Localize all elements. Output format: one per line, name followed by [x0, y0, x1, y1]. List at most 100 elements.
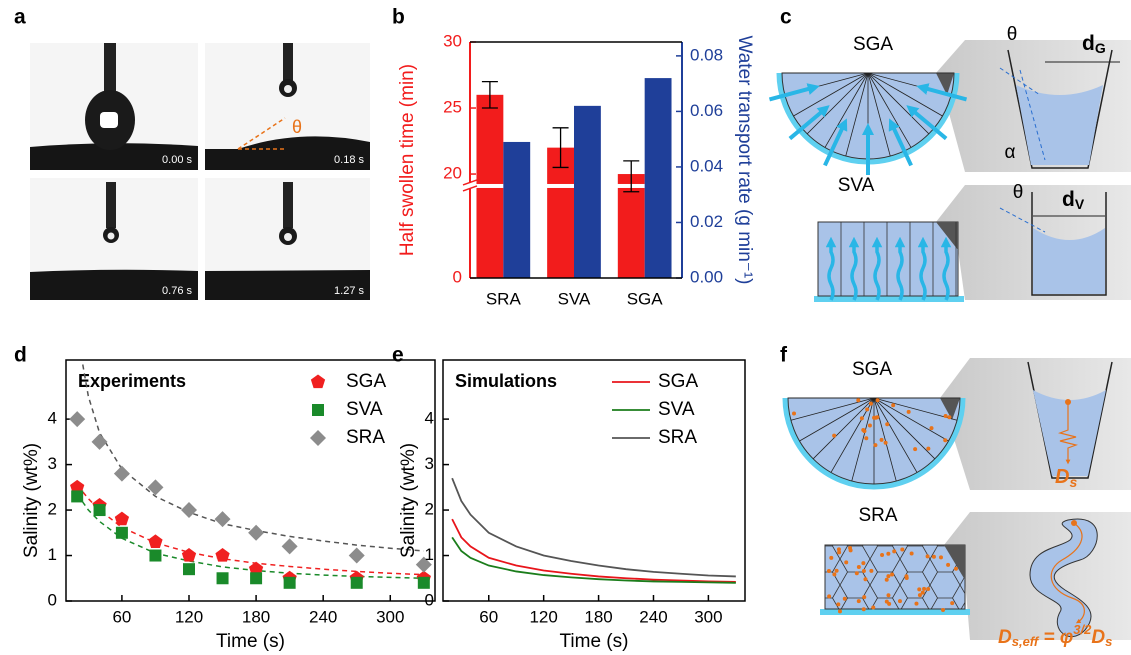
salt-particle [873, 415, 878, 420]
fiber-line [851, 397, 875, 482]
y-tick-label: 1 [425, 545, 434, 564]
legend-label: SGA [346, 371, 386, 392]
salt-particle [880, 552, 885, 557]
label-main: D [1055, 466, 1069, 488]
substrate [30, 269, 198, 300]
y-tick-label: 20 [443, 164, 462, 183]
salt-particle [836, 602, 841, 607]
salt-particle [867, 423, 872, 428]
salt-particle [856, 398, 861, 403]
y-tick-label: 0 [425, 590, 434, 609]
fiber-line [867, 72, 912, 148]
zoom-source [940, 398, 960, 420]
data-point [93, 504, 106, 517]
diffusion-path [1057, 402, 1079, 465]
salt-particle [920, 590, 925, 595]
y2-tick-label: 0.00 [690, 267, 723, 286]
data-point [415, 556, 432, 573]
x-tick-label: 180 [584, 607, 612, 626]
salt-particle [897, 599, 902, 604]
x-axis-label: Time (s) [560, 631, 629, 652]
wicking-arrow [940, 236, 952, 301]
fiber-line [799, 397, 875, 442]
legend-label: SVA [658, 399, 695, 420]
data-point [250, 572, 263, 585]
salt-particle [869, 568, 874, 573]
label-sub: s [1069, 474, 1077, 490]
data-point [91, 433, 108, 450]
y-tick-label: 30 [443, 31, 462, 50]
data-point [113, 465, 130, 482]
panel-label: c [780, 6, 792, 29]
error-bar [552, 127, 569, 169]
data-point [248, 524, 265, 541]
water [1016, 85, 1103, 165]
fit-curve [76, 484, 424, 576]
legend-marker [310, 374, 326, 389]
data-point [115, 526, 128, 539]
salt-particle [863, 577, 868, 582]
legend-label: SRA [346, 427, 385, 448]
salt-particle [913, 447, 918, 452]
fiber-line [867, 72, 930, 135]
x-tick-label: 240 [309, 607, 337, 626]
tortuous-pore [1029, 518, 1098, 637]
wicking-arrow [823, 118, 848, 167]
data-point [215, 548, 230, 562]
water-layer [820, 609, 970, 615]
salt-particle [886, 593, 891, 598]
highlight [284, 233, 292, 241]
salt-particle [887, 601, 892, 606]
channel-wall [1031, 192, 1107, 296]
salt-particle [953, 566, 958, 571]
salt-particle [861, 427, 866, 432]
data-point [149, 549, 162, 562]
water [1033, 390, 1106, 476]
panel-label: a [14, 6, 26, 29]
zoom-region [940, 358, 1131, 490]
plot-frame [442, 359, 746, 602]
data-point [148, 534, 163, 548]
salt-particle [914, 601, 919, 606]
salt-particle [926, 586, 931, 591]
x-tick-label: 60 [479, 607, 498, 626]
salt-particle [854, 571, 859, 576]
salt-particle [922, 586, 927, 591]
legend-marker [312, 404, 324, 416]
data-point [283, 576, 296, 589]
diffusivity-label: Ds [1055, 466, 1077, 489]
formula-part: s,eff [1012, 634, 1040, 649]
highlight [107, 232, 115, 240]
water-layer [814, 296, 964, 302]
salt-particle [856, 599, 861, 604]
salt-particle [868, 401, 873, 406]
legend-label: SGA [658, 371, 698, 392]
salt-particle [943, 438, 948, 443]
salt-particle [884, 577, 889, 582]
salt-particle [837, 609, 842, 614]
label-main: d [1062, 188, 1075, 211]
width-label: dV [1062, 188, 1085, 212]
salt-particle [938, 555, 943, 560]
salt-particle [842, 596, 847, 601]
fiber-line [824, 72, 869, 148]
salt-particle [929, 426, 934, 431]
formula-part: s [1105, 634, 1112, 649]
salt-particle [856, 564, 861, 569]
angle-line [237, 117, 286, 150]
x-tick-label: 300 [694, 607, 722, 626]
diagram-label: SGA [852, 359, 892, 380]
substrate [30, 143, 198, 170]
y-tick-label: 3 [425, 454, 434, 473]
fiber-line [873, 397, 958, 421]
label-main: d [1082, 32, 1095, 55]
salt-particle [892, 549, 897, 554]
salt-particle [917, 593, 922, 598]
salt-particle [900, 547, 905, 552]
data-point [350, 576, 363, 589]
legend-marker [310, 430, 326, 446]
x-tick-label: SRA [486, 289, 522, 308]
y-tick-label: 0 [48, 590, 57, 609]
needle [283, 43, 293, 81]
